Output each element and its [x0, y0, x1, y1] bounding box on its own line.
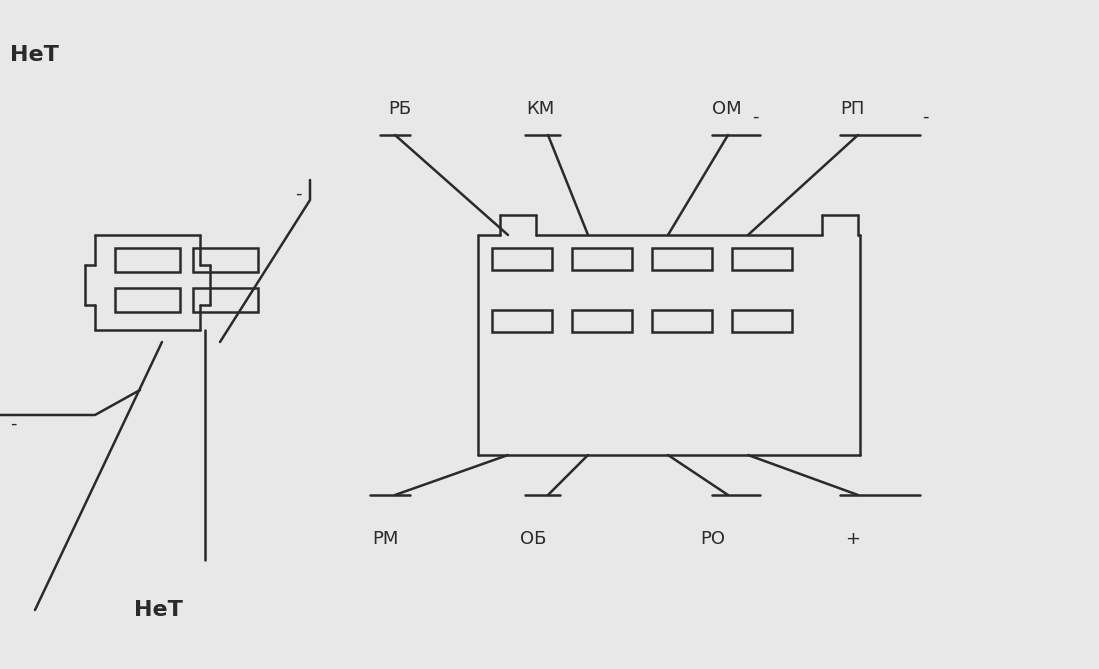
Text: РО: РО: [700, 530, 725, 548]
Bar: [571, 248, 632, 270]
Text: РБ: РБ: [388, 100, 411, 118]
Bar: [193, 248, 258, 272]
Bar: [652, 248, 712, 270]
Text: +: +: [845, 530, 861, 548]
Bar: [732, 248, 792, 270]
Text: РМ: РМ: [371, 530, 398, 548]
Bar: [115, 248, 180, 272]
Bar: [492, 310, 552, 332]
Text: -: -: [752, 108, 758, 126]
Text: ОБ: ОБ: [520, 530, 546, 548]
Bar: [571, 310, 632, 332]
Text: РП: РП: [840, 100, 865, 118]
Bar: [193, 288, 258, 312]
Bar: [492, 248, 552, 270]
Bar: [652, 310, 712, 332]
Text: -: -: [295, 185, 301, 203]
Text: КМ: КМ: [526, 100, 554, 118]
Text: -: -: [10, 415, 16, 433]
Bar: [732, 310, 792, 332]
Text: НеТ: НеТ: [134, 600, 182, 620]
Bar: [115, 288, 180, 312]
Text: ОМ: ОМ: [712, 100, 742, 118]
Text: НеТ: НеТ: [10, 45, 59, 65]
Text: -: -: [922, 108, 929, 126]
